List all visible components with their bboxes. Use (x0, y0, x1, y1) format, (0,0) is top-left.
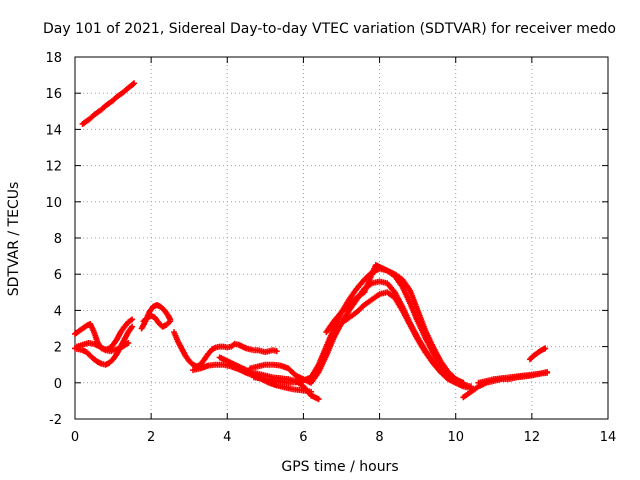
series-seg16 (526, 345, 549, 363)
series-seg13 (338, 289, 474, 390)
data-point (129, 316, 136, 323)
y-tick-label: 8 (54, 232, 62, 247)
axis-ticks: 0 2 4 6 8 10 12 14 -2 0 2 4 6 8 10 12 14 16 18 (45, 51, 616, 445)
series-seg4 (73, 339, 132, 355)
data-point (129, 323, 136, 330)
series-seg6 (140, 312, 174, 330)
y-tick-label: 14 (45, 123, 62, 138)
x-tick-label: 6 (299, 430, 307, 445)
x-tick-label: 8 (375, 430, 383, 445)
data-point (467, 383, 474, 390)
y-tick-label: 18 (45, 51, 62, 66)
x-axis-label: GPS time / hours (281, 459, 398, 475)
series-seg1 (79, 80, 138, 127)
data-point (131, 80, 138, 87)
chart-title: Day 101 of 2021, Sidereal Day-to-day VTE… (43, 21, 616, 37)
y-tick-label: 10 (45, 196, 62, 211)
data-point (315, 396, 322, 403)
y-tick-label: 4 (54, 304, 62, 319)
data-point (544, 369, 551, 376)
y-tick-label: 2 (54, 341, 62, 356)
y-tick-label: 12 (45, 160, 62, 175)
series-seg15 (475, 369, 551, 386)
x-tick-label: 0 (71, 430, 79, 445)
y-tick-label: 6 (54, 268, 62, 283)
x-tick-label: 10 (447, 430, 464, 445)
data-point (130, 81, 137, 88)
x-tick-label: 2 (147, 430, 155, 445)
y-tick-label: 16 (45, 87, 62, 102)
y-tick-label: -2 (49, 413, 62, 428)
y-axis-label: SDTVAR / TECUs (6, 182, 22, 297)
x-tick-label: 4 (223, 430, 231, 445)
y-tick-label: 0 (54, 377, 62, 392)
x-tick-label: 14 (600, 430, 617, 445)
data-point (167, 318, 174, 325)
data-point (542, 345, 549, 352)
data-point (273, 348, 280, 355)
data-point (125, 339, 132, 346)
x-tick-label: 12 (524, 430, 541, 445)
series-seg12 (323, 262, 467, 386)
data-points (72, 80, 551, 403)
